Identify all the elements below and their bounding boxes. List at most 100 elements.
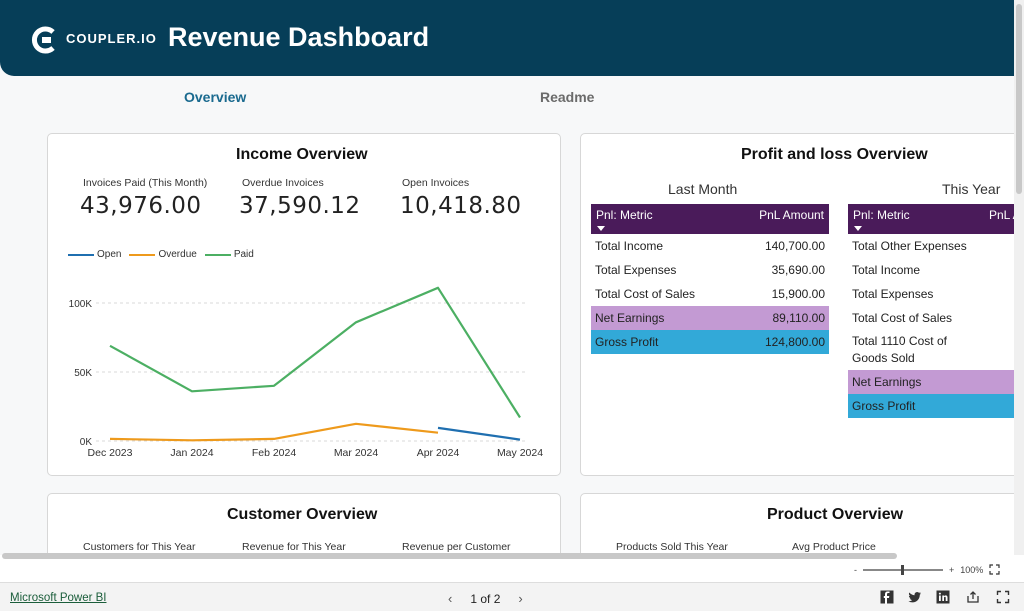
linkedin-icon[interactable] (936, 590, 950, 604)
metric-cell: Net Earnings (591, 306, 721, 330)
column-header-label: Pnl: Metric (853, 208, 910, 222)
column-header-label: PnL A (989, 208, 1014, 222)
coupler-logo-icon (32, 26, 55, 54)
zoom-level: 100% (960, 564, 984, 575)
column-header-label: PnL Amount (759, 208, 824, 222)
powerbi-footer: Microsoft Power BI ‹ 1 of 2 › (0, 582, 1024, 611)
scrollbar-thumb[interactable] (1016, 4, 1022, 194)
vertical-scrollbar[interactable] (1014, 0, 1024, 555)
table-row[interactable]: Total Cost of Sales 15,900.00 (591, 282, 829, 306)
table-row[interactable]: Total Cost of Sales (848, 306, 1014, 330)
metric-cell: Total Cost of Sales (852, 311, 953, 325)
twitter-icon[interactable] (908, 590, 922, 604)
legend-item-paid[interactable]: Paid (204, 249, 254, 260)
zoom-slider-knob[interactable] (901, 564, 904, 575)
card-title: Income Overview (236, 146, 368, 163)
zoom-in-button[interactable]: + (949, 564, 955, 575)
share-icon[interactable] (966, 590, 980, 604)
scrollbar-thumb[interactable] (2, 553, 897, 559)
dashboard-header: COUPLER.IO Revenue Dashboard (0, 0, 1014, 76)
this-year-subtitle: This Year (942, 181, 1001, 197)
y-tick-label: 0K (80, 437, 93, 448)
series-line-overdue (109, 422, 439, 442)
metric-cell: Total 1110 Cost of Goods Sold (852, 334, 947, 365)
zoom-slider[interactable] (863, 564, 943, 575)
y-tick-label: 100K (69, 299, 93, 310)
metric-cell: Total Cost of Sales (595, 287, 696, 301)
next-page-button[interactable]: › (518, 591, 523, 606)
metric-cell: Total Expenses (852, 287, 934, 301)
kpi-label-open-invoices: Open Invoices (402, 177, 470, 189)
card-title: Product Overview (767, 506, 904, 523)
table-row[interactable]: Total Expenses 35,690.00 (591, 258, 829, 282)
table-row[interactable]: Total Expenses (848, 282, 1014, 306)
facebook-icon[interactable] (880, 590, 894, 604)
legend-swatch (204, 253, 231, 256)
legend-swatch (129, 253, 156, 256)
legend-label: Open (97, 249, 122, 260)
tab-overview[interactable]: Overview (184, 89, 247, 105)
column-header-metric[interactable]: Pnl: Metric (848, 204, 984, 234)
tab-readme[interactable]: Readme (540, 89, 595, 105)
table-row-net-earnings[interactable]: Net Earnings 89,110.00 (591, 306, 829, 330)
kpi-label-invoices-paid: Invoices Paid (This Month) (83, 177, 208, 189)
x-tick-label: Dec 2023 (88, 447, 133, 459)
x-tick-label: Apr 2024 (417, 447, 460, 459)
metric-cell: Total Income (852, 263, 921, 277)
page-title: Revenue Dashboard (168, 22, 430, 52)
amount-cell: 89,110.00 (721, 306, 829, 330)
table-row-gross-profit[interactable]: Gross Profit 124,800.00 (591, 330, 829, 354)
x-tick-label: Mar 2024 (334, 447, 379, 459)
amount-cell: 140,700.00 (764, 239, 825, 253)
series-line-paid (109, 286, 521, 419)
legend-swatch (68, 253, 94, 256)
sort-down-icon[interactable] (597, 226, 605, 231)
kpi-label-customers: Customers for This Year (83, 541, 196, 553)
product-overview-card[interactable]: Product Overview Products Sold This Year… (580, 493, 1014, 555)
income-line-chart: 0K 50K 100K Dec 2023 Jan 2024 Feb 2024 Mar 202… (69, 286, 543, 459)
pl-last-month-table: Pnl: Metric PnL Amount Total Income 140,7… (591, 204, 829, 354)
customer-overview-card[interactable]: Customer Overview Customers for This Yea… (47, 493, 561, 555)
fit-to-page-icon[interactable] (989, 564, 1000, 575)
table-row-net-earnings[interactable]: Net Earnings (848, 370, 1014, 394)
kpi-value-invoices-paid: 43,976.00 (80, 193, 202, 219)
y-tick-label: 50K (74, 368, 92, 379)
table-row-gross-profit[interactable]: Gross Profit (848, 394, 1014, 418)
table-row[interactable]: Total Income (848, 258, 1014, 282)
table-row[interactable]: Total Other Expenses (848, 234, 1014, 258)
column-header-amount[interactable]: PnL Amount (721, 204, 829, 234)
metric-cell: Total Expenses (595, 263, 677, 277)
income-overview-card[interactable]: Income Overview Invoices Paid (This Mont… (47, 133, 561, 476)
column-header-metric[interactable]: Pnl: Metric (591, 204, 721, 234)
powerbi-link[interactable]: Microsoft Power BI (10, 592, 107, 604)
pl-this-year-table: Pnl: Metric PnL A Total Other Expenses T… (848, 204, 1014, 418)
kpi-label-products-sold: Products Sold This Year (616, 541, 728, 553)
x-tick-label: May 2024 (497, 447, 543, 459)
kpi-label-revenue-per-customer: Revenue per Customer (402, 541, 511, 553)
table-row[interactable]: Total 1110 Cost of Goods Sold (848, 330, 1014, 370)
x-tick-label: Jan 2024 (170, 447, 213, 459)
page-navigator: ‹ 1 of 2 › (448, 591, 523, 606)
column-header-amount[interactable]: PnL A (984, 204, 1014, 234)
kpi-value-overdue-invoices: 37,590.12 (239, 193, 361, 219)
fullscreen-icon[interactable] (996, 590, 1010, 604)
amount-cell: 15,900.00 (771, 287, 825, 301)
last-month-subtitle: Last Month (668, 181, 738, 197)
legend-label: Paid (233, 249, 254, 260)
chart-legend: Open Overdue Paid (68, 249, 254, 260)
legend-label: Overdue (158, 249, 197, 260)
legend-item-overdue[interactable]: Overdue (129, 249, 197, 260)
amount-cell: 124,800.00 (721, 330, 829, 354)
legend-item-open[interactable]: Open (68, 249, 121, 260)
page-indicator: 1 of 2 (470, 591, 501, 606)
table-row[interactable]: Total Income 140,700.00 (591, 234, 829, 258)
horizontal-scrollbar[interactable] (0, 552, 900, 560)
kpi-label-overdue-invoices: Overdue Invoices (242, 177, 324, 189)
kpi-label-revenue-year: Revenue for This Year (242, 541, 346, 553)
card-title: Customer Overview (227, 506, 378, 523)
profit-loss-card[interactable]: Profit and loss Overview Last Month Pnl:… (580, 133, 1014, 476)
sort-down-icon[interactable] (854, 226, 862, 231)
metric-cell: Gross Profit (591, 330, 721, 354)
zoom-out-button[interactable]: - (854, 564, 857, 575)
previous-page-button[interactable]: ‹ (448, 591, 453, 606)
